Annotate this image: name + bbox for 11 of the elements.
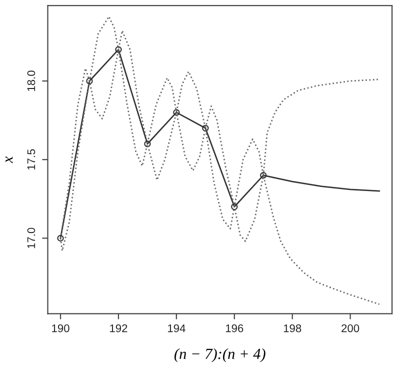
x-tick-label: 198 (284, 324, 302, 332)
x-tick-label: 192 (110, 324, 128, 332)
x-axis-title: (n − 7):(n + 4) (174, 348, 266, 362)
x-tick-label: 194 (168, 324, 186, 332)
y-axis-title: x (6, 156, 13, 164)
y-tick-label: 18.0 (27, 70, 36, 91)
x-tick-label: 190 (52, 324, 70, 332)
x-tick-label: 200 (342, 324, 360, 332)
y-tick-label: 17.0 (27, 228, 36, 248)
x-tick-label: 196 (226, 324, 244, 332)
y-tick-label: 17.5 (27, 149, 36, 170)
